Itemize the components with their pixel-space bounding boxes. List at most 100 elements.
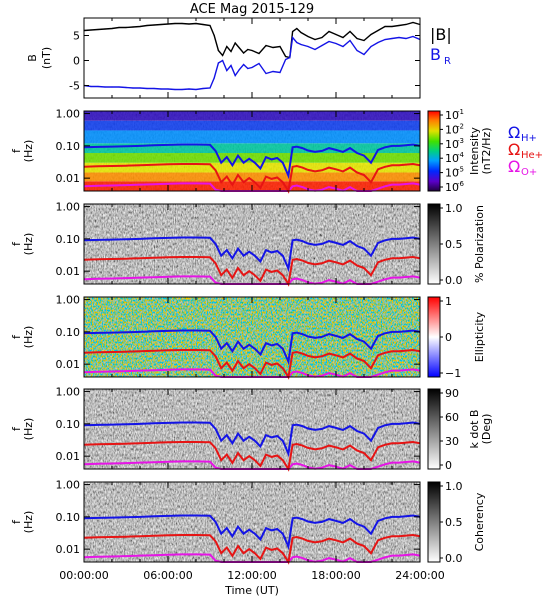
gyrofrequency-line-He+	[83, 533, 421, 565]
y-tick-label: 0.10	[56, 511, 81, 524]
data-point	[188, 88, 190, 90]
data-point	[328, 30, 330, 33]
x-axis-label: Time (UT)	[224, 584, 279, 597]
colorbar	[427, 481, 441, 563]
y-axis-label: f	[10, 519, 23, 524]
data-point	[160, 23, 162, 26]
colorbar-label: k dot B	[468, 410, 481, 449]
data-point	[188, 23, 190, 25]
colorbar-tick-exponent: -2	[457, 122, 464, 130]
panel-B: 50-5B (nT)|B|B R	[26, 17, 452, 99]
y-axis-unit: (Hz)	[22, 233, 35, 256]
data-point	[314, 38, 316, 41]
x-tick-label: 18:00:00	[311, 569, 360, 582]
gyrofrequency-line-He+	[83, 255, 421, 287]
data-point	[412, 35, 414, 38]
data-point	[202, 87, 204, 90]
y-axis-unit: (Hz)	[22, 140, 35, 163]
legend-entry-sub-He+: He+	[521, 150, 543, 161]
data-point	[258, 62, 260, 65]
y-tick-label: 0.10	[56, 418, 81, 431]
panels: 50-5B (nT)|B|B R1.000.100.01f (Hz)10-110-21…	[10, 17, 543, 565]
colorbar-tick-label: 10	[445, 152, 459, 165]
y-tick-label: 0.01	[56, 543, 81, 556]
data-point	[412, 21, 414, 24]
data-point	[279, 45, 281, 48]
colorbar-tick-exponent: -6	[457, 180, 465, 188]
colorbar-unit: (nT2/Hz)	[480, 127, 493, 174]
data-point	[363, 53, 365, 56]
colorbar-tick-label: 0.5	[445, 238, 463, 251]
data-point	[111, 86, 113, 88]
y-axis-unit: (Hz)	[22, 418, 35, 441]
y-axis-unit: (Hz)	[22, 326, 35, 349]
y-axis-label: f	[10, 241, 23, 246]
data-point	[139, 25, 141, 28]
data-point	[292, 30, 294, 33]
data-point	[251, 66, 253, 69]
data-point	[328, 40, 330, 43]
data-point	[97, 28, 99, 31]
data-point	[125, 26, 127, 29]
data-point	[202, 23, 204, 26]
data-point	[139, 87, 141, 89]
colorbar-tick-label: 0	[445, 459, 452, 472]
data-point	[335, 33, 337, 36]
data-point	[321, 44, 323, 47]
colorbar-tick-label: 0.5	[445, 516, 463, 529]
colorbar-tick-label: 1.0	[445, 202, 463, 215]
data-point	[300, 31, 302, 34]
x-tick-label: 06:00:00	[143, 569, 192, 582]
spectrum-texture	[84, 389, 420, 469]
colorbar-tick-exponent: -5	[457, 166, 464, 174]
chart-title: ACE Mag 2015-129	[190, 2, 314, 17]
y-tick-label: 0.10	[56, 233, 81, 246]
data-point	[104, 28, 106, 30]
data-point	[181, 22, 183, 25]
data-point	[356, 37, 358, 40]
spectrum-texture	[84, 482, 420, 562]
data-point	[209, 24, 211, 27]
data-point	[226, 45, 228, 48]
plot-area	[84, 18, 420, 98]
y-tick-label: 0.10	[56, 326, 81, 339]
data-point	[230, 64, 232, 67]
colorbar-tick-label: 0	[445, 331, 452, 344]
colorbar-unit: (Deg)	[480, 414, 493, 445]
data-point	[314, 48, 316, 51]
colorbar-tick-exponent: -4	[457, 151, 465, 159]
data-point	[335, 42, 337, 45]
y-axis-unit: (nT)	[40, 47, 53, 69]
data-point	[146, 87, 148, 90]
data-point	[222, 59, 224, 62]
data-point	[146, 24, 148, 27]
data-point	[167, 88, 169, 90]
data-point	[238, 47, 240, 49]
y-axis-label: f	[10, 426, 23, 431]
data-point	[217, 49, 219, 52]
data-point	[160, 88, 162, 90]
data-point	[118, 26, 120, 29]
data-point	[405, 37, 407, 40]
y-axis-label: f	[10, 334, 23, 339]
data-point	[272, 46, 274, 49]
colorbar-tick-label: 60	[445, 411, 459, 424]
legend-entry-O+: Ω	[508, 157, 520, 176]
data-point	[132, 26, 134, 28]
data-point	[370, 45, 372, 48]
data-point	[243, 52, 245, 54]
data-point	[195, 22, 197, 25]
data-point	[265, 72, 267, 75]
gyrofrequency-line-H+	[83, 329, 421, 366]
data-point	[153, 87, 155, 90]
colorbar-label: Coherency	[473, 492, 486, 551]
data-point	[251, 49, 253, 52]
y-tick-label: -5	[69, 80, 80, 93]
data-point	[370, 33, 372, 36]
data-point	[307, 45, 309, 48]
legend-entry-sub-H+: H+	[521, 133, 537, 144]
x-tick-label: 12:00:00	[227, 569, 276, 582]
data-point	[272, 70, 274, 73]
data-point	[342, 36, 344, 39]
data-point	[285, 55, 287, 58]
